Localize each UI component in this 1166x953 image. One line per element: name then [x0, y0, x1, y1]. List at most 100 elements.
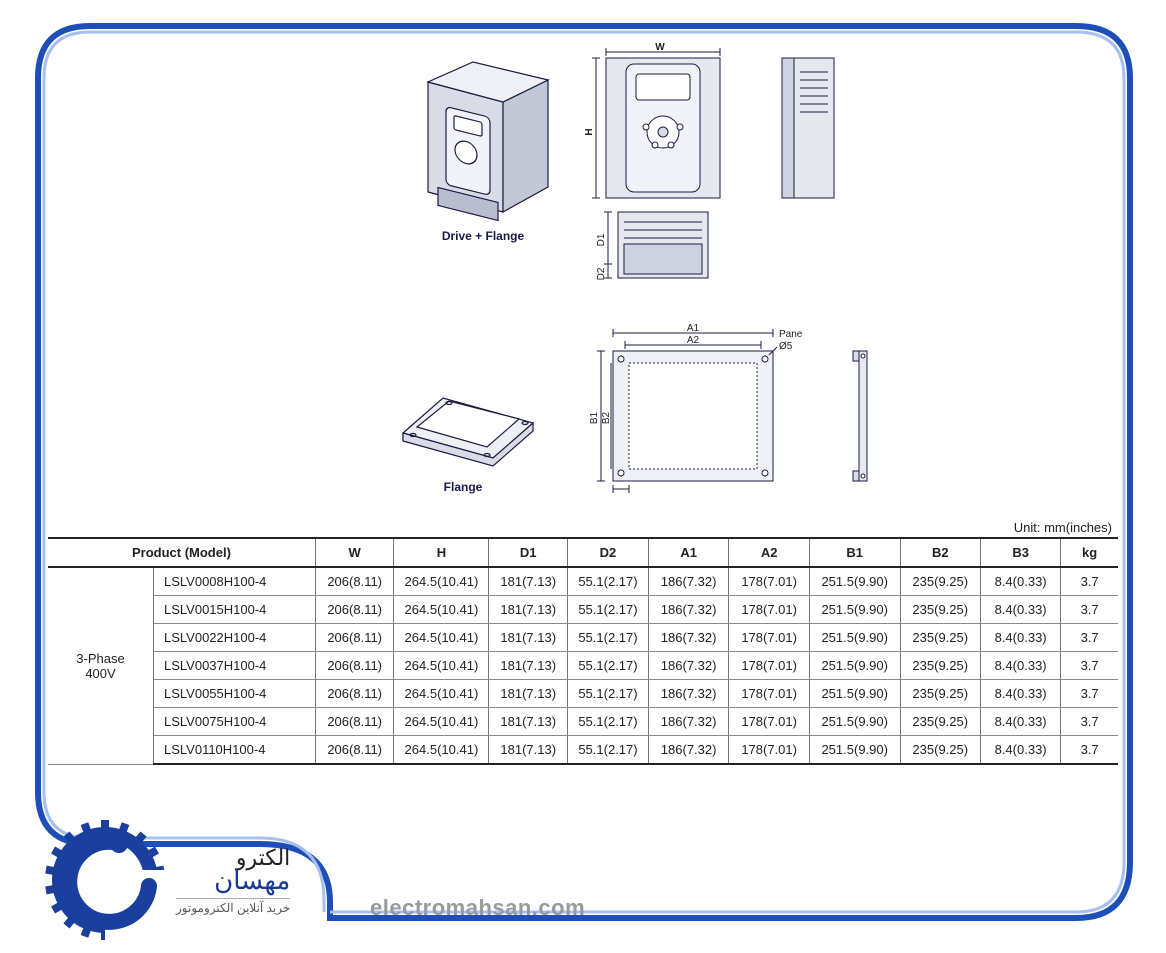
cell-model: LSLV0110H100-4 — [154, 736, 316, 765]
brand-domain: electromahsan.com — [370, 895, 585, 921]
cell-value: 186(7.32) — [648, 624, 729, 652]
cell-value: 55.1(2.17) — [568, 680, 649, 708]
cell-value: 178(7.01) — [729, 680, 810, 708]
cell-value: 55.1(2.17) — [568, 596, 649, 624]
dim-label-a2: A2 — [687, 335, 700, 346]
table-row: 3-Phase400VLSLV0008H100-4206(8.11)264.5(… — [48, 567, 1118, 596]
cell-value: 55.1(2.17) — [568, 736, 649, 765]
dim-label-b2: B2 — [601, 411, 612, 424]
dim-label-d2: D2 — [596, 267, 607, 280]
cell-value: 181(7.13) — [489, 708, 568, 736]
cell-value: 251.5(9.90) — [809, 652, 900, 680]
table-row: LSLV0075H100-4206(8.11)264.5(10.41)181(7… — [48, 708, 1118, 736]
cell-value: 264.5(10.41) — [394, 596, 489, 624]
diagram-caption-flange: Flange — [383, 480, 543, 494]
cell-value: 186(7.32) — [648, 567, 729, 596]
th-b2: B2 — [900, 538, 981, 567]
cell-value: 206(8.11) — [315, 708, 394, 736]
cell-value: 186(7.32) — [648, 708, 729, 736]
cell-value: 55.1(2.17) — [568, 708, 649, 736]
cell-value: 235(9.25) — [900, 652, 981, 680]
cell-value: 251.5(9.90) — [809, 680, 900, 708]
cell-value: 206(8.11) — [315, 736, 394, 765]
cell-model: LSLV0022H100-4 — [154, 624, 316, 652]
cell-value: 178(7.01) — [729, 624, 810, 652]
diagram-row-mid: Flange A1 A2 Panel Cutting Ø5 — [148, 323, 1118, 496]
diagram-row-top: Drive + Flange W — [148, 42, 1118, 295]
diagram-panel-cutting: A1 A2 Panel Cutting Ø5 — [583, 323, 803, 496]
cell-value: 235(9.25) — [900, 567, 981, 596]
cell-value: 55.1(2.17) — [568, 652, 649, 680]
cell-value: 264.5(10.41) — [394, 736, 489, 765]
cell-value: 251.5(9.90) — [809, 567, 900, 596]
th-b3: B3 — [981, 538, 1061, 567]
cell-value: 235(9.25) — [900, 596, 981, 624]
dim-label-h: H — [584, 128, 595, 135]
th-h: H — [394, 538, 489, 567]
cell-value: 251.5(9.90) — [809, 736, 900, 765]
cell-value: 264.5(10.41) — [394, 708, 489, 736]
cell-value: 3.7 — [1061, 652, 1118, 680]
cell-value: 206(8.11) — [315, 596, 394, 624]
cell-value: 181(7.13) — [489, 652, 568, 680]
cell-value: 181(7.13) — [489, 567, 568, 596]
cell-value: 55.1(2.17) — [568, 567, 649, 596]
cell-value: 264.5(10.41) — [394, 567, 489, 596]
brand-line2: مهسان — [176, 867, 290, 894]
cell-value: 186(7.32) — [648, 736, 729, 765]
brand-text: الکترو مهسان خرید آنلاین الکتروموتور — [176, 846, 290, 915]
cell-value: 251.5(9.90) — [809, 708, 900, 736]
th-w: W — [315, 538, 394, 567]
th-product: Product (Model) — [48, 538, 315, 567]
cell-value: 178(7.01) — [729, 708, 810, 736]
diagram-side-bracket — [843, 323, 883, 496]
dim-label-w: W — [655, 42, 665, 53]
cell-value: 251.5(9.90) — [809, 624, 900, 652]
gear-logo-icon — [40, 815, 170, 945]
cell-value: 181(7.13) — [489, 680, 568, 708]
diagram-front-dims: W H — [578, 42, 748, 295]
cell-value: 178(7.01) — [729, 567, 810, 596]
cell-model: LSLV0075H100-4 — [154, 708, 316, 736]
cell-value: 235(9.25) — [900, 624, 981, 652]
cell-value: 206(8.11) — [315, 680, 394, 708]
cell-value: 178(7.01) — [729, 736, 810, 765]
table-row: LSLV0037H100-4206(8.11)264.5(10.41)181(7… — [48, 652, 1118, 680]
cell-model: LSLV0015H100-4 — [154, 596, 316, 624]
label-panel-cutting: Panel Cutting — [779, 329, 803, 340]
cell-model: LSLV0037H100-4 — [154, 652, 316, 680]
cell-value: 3.7 — [1061, 596, 1118, 624]
cell-value: 8.4(0.33) — [981, 624, 1061, 652]
cell-value: 181(7.13) — [489, 596, 568, 624]
th-b1: B1 — [809, 538, 900, 567]
th-a2: A2 — [729, 538, 810, 567]
dim-label-a1: A1 — [687, 323, 700, 334]
th-d2: D2 — [568, 538, 649, 567]
footer: الکترو مهسان خرید آنلاین الکتروموتور ele… — [0, 783, 1166, 953]
table-row: LSLV0022H100-4206(8.11)264.5(10.41)181(7… — [48, 624, 1118, 652]
cell-value: 3.7 — [1061, 708, 1118, 736]
dim-label-b1: B1 — [589, 411, 600, 424]
cell-value: 235(9.25) — [900, 708, 981, 736]
cell-value: 8.4(0.33) — [981, 596, 1061, 624]
th-a1: A1 — [648, 538, 729, 567]
th-d1: D1 — [489, 538, 568, 567]
cell-value: 8.4(0.33) — [981, 652, 1061, 680]
cell-value: 3.7 — [1061, 680, 1118, 708]
cell-value: 186(7.32) — [648, 680, 729, 708]
row-group-label: 3-Phase400V — [48, 567, 154, 764]
brand-logo: الکترو مهسان خرید آنلاین الکتروموتور — [40, 815, 290, 945]
cell-value: 55.1(2.17) — [568, 624, 649, 652]
cell-value: 186(7.32) — [648, 596, 729, 624]
cell-value: 206(8.11) — [315, 567, 394, 596]
table-row: LSLV0015H100-4206(8.11)264.5(10.41)181(7… — [48, 596, 1118, 624]
cell-value: 3.7 — [1061, 624, 1118, 652]
diagram-side-view — [768, 42, 858, 295]
cell-value: 206(8.11) — [315, 652, 394, 680]
cell-value: 181(7.13) — [489, 736, 568, 765]
table-row: LSLV0055H100-4206(8.11)264.5(10.41)181(7… — [48, 680, 1118, 708]
diagram-caption-drive-flange: Drive + Flange — [408, 229, 558, 243]
cell-value: 264.5(10.41) — [394, 652, 489, 680]
brand-subtitle: خرید آنلاین الکتروموتور — [176, 898, 290, 915]
cell-value: 3.7 — [1061, 736, 1118, 765]
